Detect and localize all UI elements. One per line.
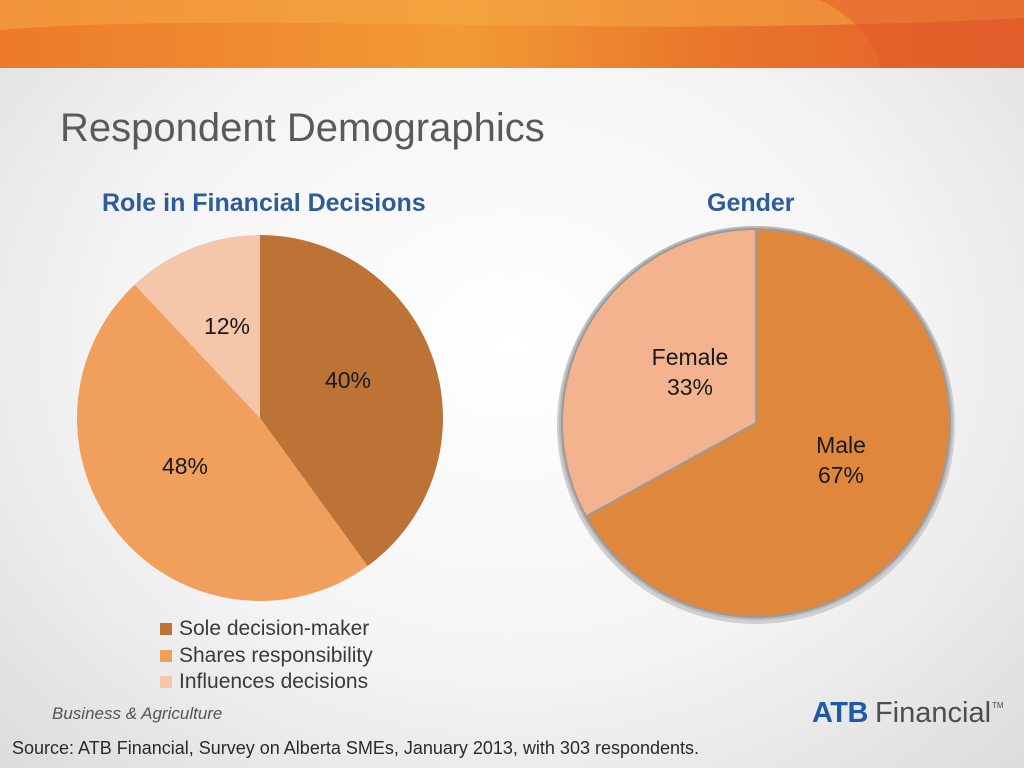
page-title: Respondent Demographics [60, 106, 545, 150]
pie-slice-male [584, 227, 951, 618]
logo-brand: ATB [812, 697, 868, 729]
pie-slice-female [561, 227, 757, 518]
legend-label: Sole decision-maker [179, 617, 370, 641]
legend-item-shares-responsibility: Shares responsibility [160, 643, 373, 670]
pie-value-female: 33% [667, 374, 713, 400]
legend-swatch [160, 623, 172, 636]
legend-item-influences-decisions: Influences decisions [160, 669, 373, 696]
logo-trademark: TM [992, 701, 1004, 710]
legend-item-sole-decision-maker: Sole decision-maker [160, 616, 373, 643]
legend-label: Shares responsibility [179, 643, 373, 667]
pie-role-financial-decisions: 40% 48% 12% [77, 235, 443, 601]
legend-label: Influences decisions [179, 670, 369, 694]
pie-label-male: Male [816, 432, 866, 458]
pie-slice-shares-responsibility [77, 284, 368, 601]
pie-label-female: Female [652, 344, 729, 370]
pie-slice-influences-decisions [134, 235, 260, 418]
header-banner [0, 0, 1024, 68]
source-note: Source: ATB Financial, Survey on Alberta… [12, 738, 700, 758]
pie-slice-sole-decision-maker [260, 235, 443, 567]
pie-value-influences-decisions: 12% [204, 313, 250, 339]
logo-word: Financial [874, 697, 992, 729]
division-label: Business & Agriculture [52, 704, 223, 723]
pie-value-shares-responsibility: 48% [162, 453, 208, 479]
chart-title-role: Role in Financial Decisions [102, 189, 426, 217]
legend-swatch [160, 676, 172, 689]
pie-gender: Male 67% Female 33% [557, 226, 955, 624]
pie-value-sole-decision-maker: 40% [325, 367, 371, 393]
pie-value-male: 67% [818, 462, 864, 488]
legend-swatch [160, 649, 172, 662]
atb-financial-logo: ATB Financial TM [812, 697, 1004, 730]
legend: Sole decision-maker Shares responsibility… [160, 616, 373, 696]
chart-title-gender: Gender [707, 189, 795, 217]
